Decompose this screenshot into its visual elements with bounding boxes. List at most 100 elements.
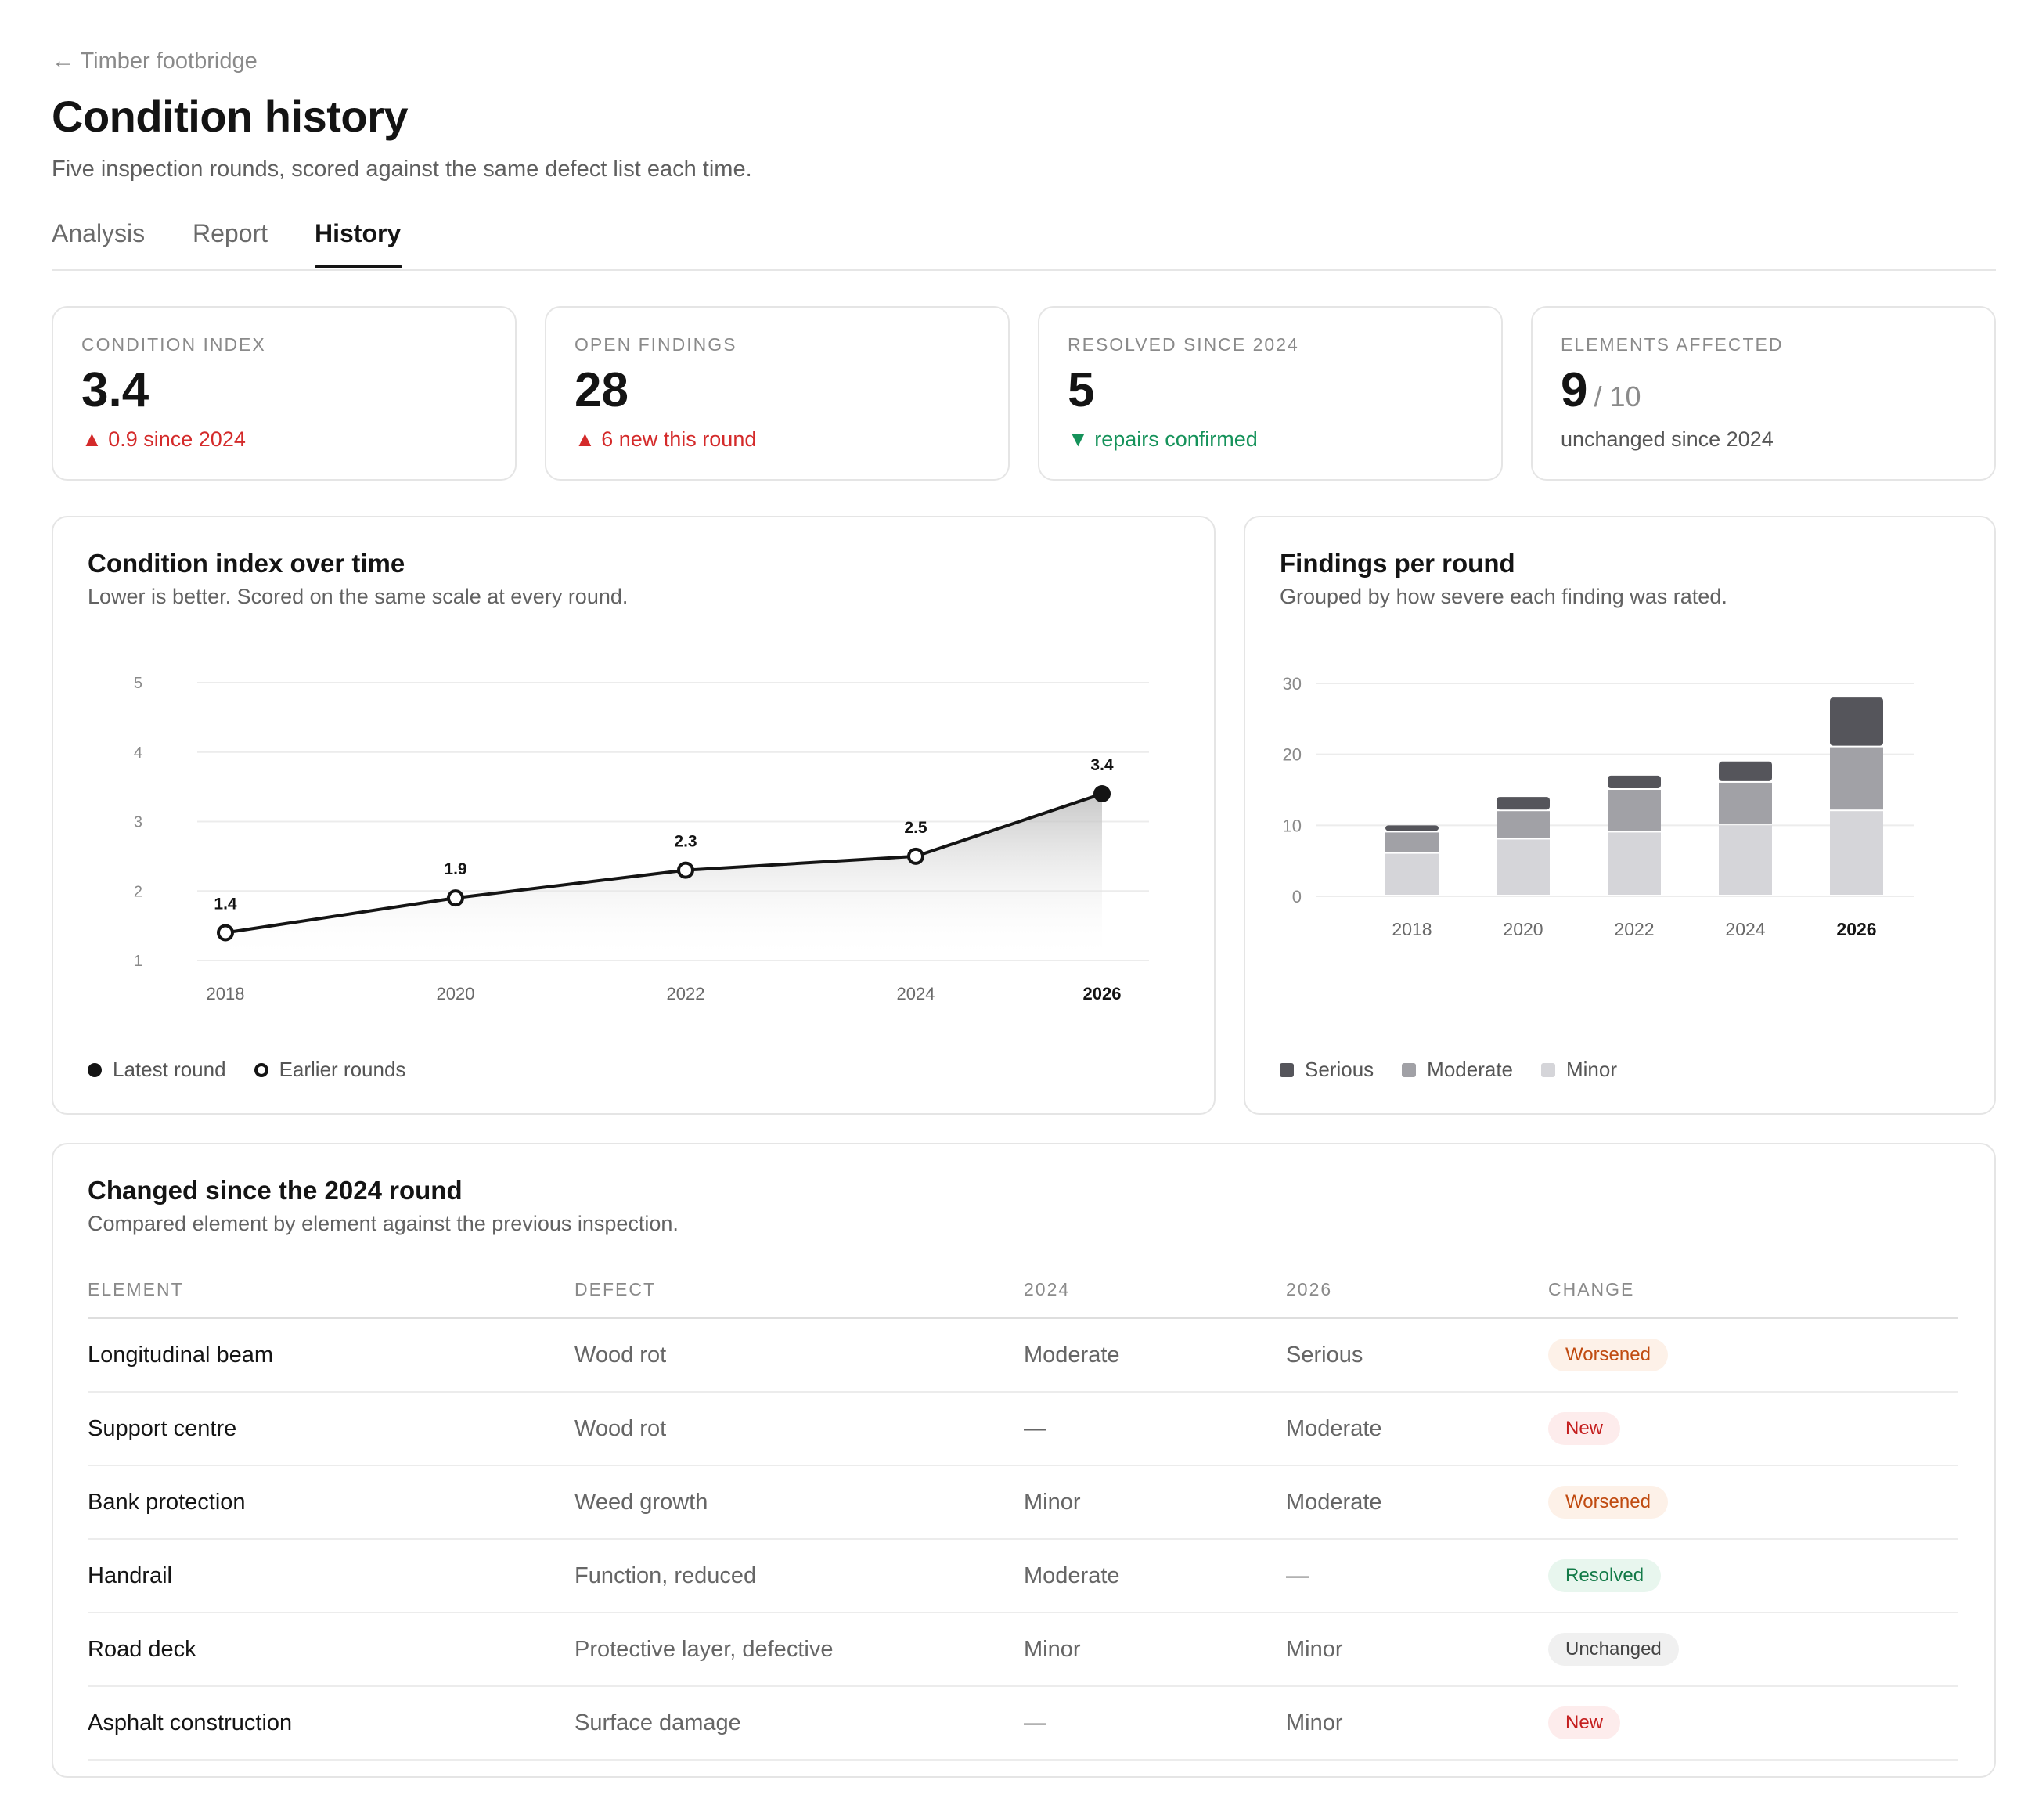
line-chart: 1 2 3 4 5 1.4 2018 1.9 2020 2.3 2022 2.5 2024 3.4 2026 bbox=[134, 675, 1149, 1004]
table-row[interactable]: Bank protection Weed growth Minor Modera… bbox=[88, 1465, 1958, 1540]
status-badge: Worsened bbox=[1548, 1339, 1668, 1371]
hollow-dot-icon bbox=[254, 1062, 268, 1077]
back-link[interactable]: ← Timber footbridge bbox=[52, 49, 258, 74]
legend-earlier: Earlier rounds bbox=[254, 1058, 405, 1082]
cell-2026: Minor bbox=[1286, 1686, 1548, 1761]
tab-history[interactable]: History bbox=[315, 219, 402, 247]
x-tick-label: 2022 bbox=[1614, 919, 1654, 939]
data-label: 2.3 bbox=[674, 833, 697, 851]
header-defect: DEFECT bbox=[574, 1262, 1024, 1319]
table-row[interactable]: Asphalt construction Surface damage — Mi… bbox=[88, 1686, 1958, 1761]
y-tick-label: 4 bbox=[134, 744, 142, 762]
y-tick-label: 2 bbox=[134, 883, 142, 900]
cell-2024: — bbox=[1024, 1686, 1286, 1761]
legend-latest: Latest round bbox=[88, 1058, 226, 1082]
bar-segment-moderate bbox=[1497, 811, 1550, 838]
cell-2024: — bbox=[1024, 1392, 1286, 1466]
x-tick-label: 2024 bbox=[897, 984, 935, 1004]
bar-segment-serious bbox=[1497, 797, 1550, 810]
status-badge: Resolved bbox=[1548, 1559, 1662, 1592]
panel-subtitle: Grouped by how severe each finding was r… bbox=[1280, 585, 1727, 608]
data-point bbox=[217, 924, 234, 942]
cell-2024: Moderate bbox=[1024, 1539, 1286, 1613]
legend-latest-label: Latest round bbox=[113, 1058, 226, 1081]
y-tick-label: 0 bbox=[1292, 887, 1302, 906]
cell-2024: Minor bbox=[1024, 1465, 1286, 1540]
cell-defect: Function, reduced bbox=[574, 1539, 1024, 1613]
kpi-value-total: / 10 bbox=[1594, 380, 1641, 413]
table-row[interactable]: Longitudinal beam Wood rot Moderate Seri… bbox=[88, 1318, 1958, 1393]
tab-report[interactable]: Report bbox=[193, 219, 268, 247]
legend-moderate: Moderate bbox=[1402, 1058, 1513, 1082]
header-element: ELEMENT bbox=[88, 1262, 574, 1319]
data-label: 3.4 bbox=[1090, 756, 1114, 774]
bar-segment-moderate bbox=[1830, 747, 1883, 810]
x-tick-label: 2020 bbox=[437, 984, 475, 1004]
data-label: 1.9 bbox=[444, 860, 466, 878]
cell-2026: Serious bbox=[1286, 1318, 1548, 1393]
legend-serious: Serious bbox=[1280, 1058, 1374, 1082]
data-label: 1.4 bbox=[214, 896, 237, 914]
y-tick-label: 3 bbox=[134, 814, 142, 831]
data-point-latest bbox=[1093, 785, 1111, 802]
cell-2026: — bbox=[1286, 1539, 1548, 1613]
kpi-delta: ▲ 6 new this round bbox=[574, 427, 757, 451]
table-row[interactable]: Road deck Protective layer, defective Mi… bbox=[88, 1613, 1958, 1687]
kpi-value: 9/ 10 bbox=[1561, 362, 1641, 418]
kpi-label: Elements affected bbox=[1561, 334, 1784, 355]
status-badge: Unchanged bbox=[1548, 1633, 1679, 1666]
area-fill bbox=[225, 794, 1102, 960]
cell-element: Bank protection bbox=[88, 1465, 574, 1540]
panel-title: Changed since the 2024 round bbox=[88, 1176, 463, 1205]
x-tick-label: 2026 bbox=[1083, 984, 1122, 1004]
bar-segment-minor bbox=[1385, 853, 1439, 895]
header-2024: 2024 bbox=[1024, 1262, 1286, 1319]
data-label: 2.5 bbox=[904, 819, 927, 837]
table-row[interactable]: Handrail Function, reduced Moderate — Re… bbox=[88, 1539, 1958, 1613]
kpi-delta: ▲ 0.9 since 2024 bbox=[81, 427, 246, 451]
cell-element: Asphalt construction bbox=[88, 1686, 574, 1761]
kpi-value: 5 bbox=[1068, 363, 1095, 417]
bar-segment-serious bbox=[1719, 761, 1772, 781]
y-tick-label: 20 bbox=[1283, 745, 1302, 765]
kpi-value: 3.4 bbox=[81, 363, 149, 417]
x-tick-label: 2022 bbox=[667, 984, 705, 1004]
moderate-swatch-icon bbox=[1402, 1062, 1417, 1077]
bar-segment-moderate bbox=[1719, 782, 1772, 824]
cell-2026: Minor bbox=[1286, 1613, 1548, 1687]
kpi-label: Condition index bbox=[81, 334, 266, 355]
status-badge: New bbox=[1548, 1706, 1621, 1739]
bar-segment-moderate bbox=[1385, 832, 1439, 852]
x-tick-label: 2024 bbox=[1725, 919, 1765, 939]
kpi-note: unchanged since 2024 bbox=[1561, 427, 1774, 451]
line-chart-legend: Latest round Earlier rounds bbox=[88, 1058, 434, 1082]
bar-chart-legend: Serious Moderate Minor bbox=[1280, 1058, 1645, 1082]
bar-segment-minor bbox=[1497, 839, 1550, 895]
table-row[interactable]: Support centre Wood rot — Moderate New bbox=[88, 1392, 1958, 1466]
cell-element: Support centre bbox=[88, 1392, 574, 1466]
bar-segment-minor bbox=[1608, 832, 1661, 895]
kpi-label: Open findings bbox=[574, 334, 737, 355]
kpi-card-open-findings: Open findings 28 ▲ 6 new this round bbox=[545, 306, 1010, 481]
x-tick-label: 2018 bbox=[207, 984, 245, 1004]
header-change: CHANGE bbox=[1548, 1262, 1958, 1319]
kpi-card-condition-index: Condition index 3.4 ▲ 0.9 since 2024 bbox=[52, 306, 517, 481]
y-tick-label: 1 bbox=[134, 953, 142, 970]
status-badge: Worsened bbox=[1548, 1486, 1668, 1519]
panel-subtitle: Compared element by element against the … bbox=[88, 1212, 679, 1235]
status-badge: New bbox=[1548, 1412, 1621, 1445]
changes-panel: Changed since the 2024 round Compared el… bbox=[52, 1143, 1996, 1778]
panel-subtitle: Lower is better. Scored on the same scal… bbox=[88, 585, 629, 608]
line-chart-panel: Condition index over time Lower is bette… bbox=[52, 516, 1216, 1115]
bar-segment-serious bbox=[1608, 775, 1661, 788]
cell-defect: Weed growth bbox=[574, 1465, 1024, 1540]
bar-segment-serious bbox=[1385, 825, 1439, 831]
kpi-label: Resolved since 2024 bbox=[1068, 334, 1299, 355]
tab-analysis[interactable]: Analysis bbox=[52, 219, 146, 247]
cell-2026: Moderate bbox=[1286, 1465, 1548, 1540]
legend-minor: Minor bbox=[1541, 1058, 1617, 1082]
kpi-delta: ▼ repairs confirmed bbox=[1068, 427, 1258, 451]
page-title: Condition history bbox=[52, 92, 409, 141]
serious-swatch-icon bbox=[1280, 1062, 1294, 1077]
header-2026: 2026 bbox=[1286, 1262, 1548, 1319]
